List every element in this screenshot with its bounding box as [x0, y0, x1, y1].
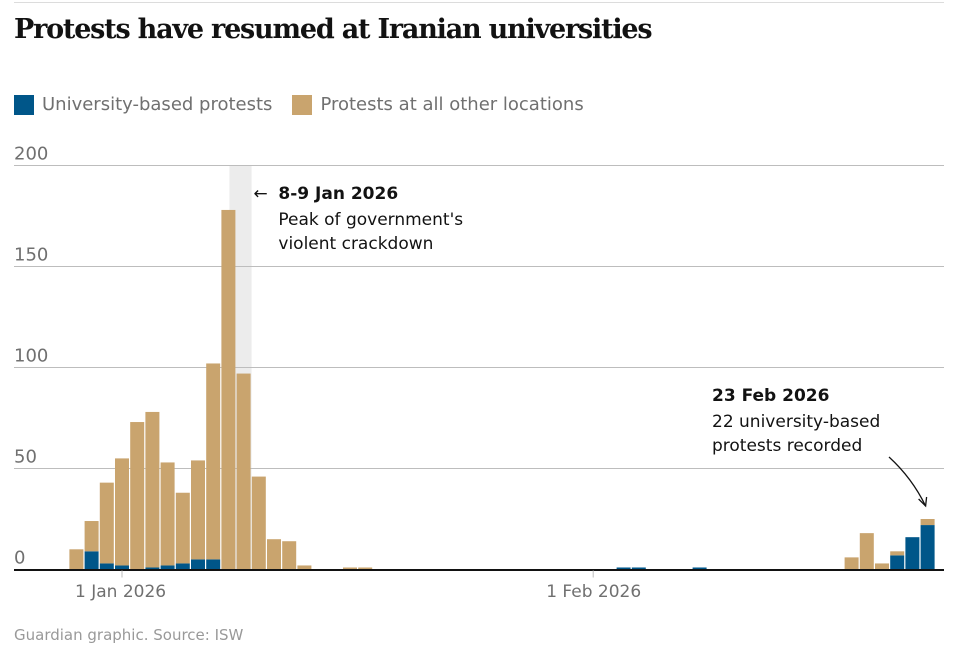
x-tick-label: 1 Feb 2026 — [546, 582, 641, 602]
bar-university — [206, 559, 221, 570]
bar-university — [890, 555, 905, 570]
bar-stack — [905, 537, 920, 570]
bars — [69, 209, 935, 570]
bar-stack — [282, 541, 297, 570]
chart-title: Protests have resumed at Iranian univers… — [14, 14, 653, 45]
top-rule — [14, 2, 944, 3]
bar-stack — [160, 462, 175, 570]
annotation-arrow-left-icon: ← — [253, 184, 267, 204]
bar-stack — [358, 567, 373, 570]
bar-university — [616, 567, 631, 570]
annotation-curved-arrow-icon — [888, 456, 927, 507]
bar-other — [358, 567, 373, 570]
bar-stack — [251, 476, 266, 570]
annotation-crackdown-text: Peak of government's — [278, 210, 463, 230]
bar-stack — [920, 519, 935, 570]
bar-university — [905, 537, 920, 570]
bar-university — [631, 567, 646, 570]
bar-stack — [206, 363, 221, 570]
legend: University-based protests Protests at al… — [14, 94, 604, 115]
bar-other — [84, 521, 99, 552]
bar-other — [99, 482, 114, 564]
bar-other — [343, 567, 357, 570]
y-tick-label: 150 — [14, 245, 48, 266]
bar-stack — [69, 549, 84, 570]
bar-other — [236, 373, 251, 570]
bar-stack — [84, 521, 99, 570]
bar-other — [69, 549, 84, 570]
bar-other — [875, 563, 889, 570]
bar-stack — [130, 422, 145, 570]
annotation-arrowhead-icon — [918, 496, 928, 508]
bar-university — [191, 559, 205, 570]
annotation-feb23-text: 22 university-based — [712, 412, 880, 432]
bar-other — [267, 539, 281, 570]
bar-other — [191, 460, 205, 560]
bar-stack — [115, 458, 129, 570]
bar-other — [175, 492, 190, 564]
bar-other — [251, 476, 266, 570]
legend-item-university: University-based protests — [14, 94, 272, 115]
bar-other — [859, 533, 874, 570]
y-tick-label: 200 — [14, 144, 48, 165]
y-tick-label: 100 — [14, 346, 48, 367]
bar-stack — [859, 533, 874, 570]
annotation-feb23-title: 23 Feb 2026 — [712, 386, 829, 406]
legend-swatch-other — [292, 94, 313, 115]
y-tick-label: 50 — [14, 447, 37, 468]
legend-item-other: Protests at all other locations — [292, 94, 584, 115]
bar-stack — [692, 567, 707, 570]
annotation-crackdown-text: violent crackdown — [278, 234, 433, 254]
bar-other — [115, 458, 129, 566]
bar-stack — [631, 567, 646, 570]
bar-university — [99, 563, 114, 570]
source-note: Guardian graphic. Source: ISW — [14, 626, 244, 644]
bar-university — [115, 565, 129, 570]
bar-university — [145, 567, 160, 570]
legend-label-other: Protests at all other locations — [320, 94, 584, 115]
bar-other — [221, 209, 236, 570]
bar-stack — [221, 209, 236, 570]
x-axis: 1 Jan 2026 1 Feb 2026 — [14, 569, 944, 602]
legend-label-university: University-based protests — [42, 94, 273, 115]
x-tick-label: 1 Jan 2026 — [75, 582, 166, 602]
bar-university — [920, 525, 935, 570]
bar-stack — [844, 557, 859, 570]
y-tick-label: 0 — [14, 548, 25, 569]
bar-stack — [616, 567, 631, 570]
bar-other — [297, 565, 312, 570]
annotation-feb23-text: protests recorded — [712, 436, 862, 456]
annotations: ← 8-9 Jan 2026 Peak of government's violent… — [253, 184, 928, 508]
bar-other — [920, 519, 935, 526]
bar-other — [282, 541, 297, 570]
bar-stack — [343, 567, 357, 570]
bar-other — [130, 422, 145, 570]
bar-university — [692, 567, 707, 570]
bar-stack — [191, 460, 205, 570]
bar-other — [890, 551, 905, 556]
legend-swatch-university — [14, 94, 34, 115]
bar-stack — [890, 551, 905, 570]
bar-other — [145, 411, 160, 568]
bar-stack — [99, 482, 114, 570]
bar-other — [206, 363, 221, 560]
bar-stack — [267, 539, 281, 570]
bar-stack — [236, 373, 251, 570]
annotation-crackdown-title: 8-9 Jan 2026 — [278, 184, 398, 204]
bar-university — [84, 551, 99, 570]
bar-other — [844, 557, 859, 570]
bar-stack — [875, 563, 889, 570]
bar-stack — [297, 565, 312, 570]
bar-other — [160, 462, 175, 566]
bar-stack — [145, 411, 160, 570]
bar-university — [160, 565, 175, 570]
gridlines: 0 50 100 150 200 — [14, 144, 944, 569]
bar-stack — [175, 492, 190, 570]
bar-university — [175, 563, 190, 570]
